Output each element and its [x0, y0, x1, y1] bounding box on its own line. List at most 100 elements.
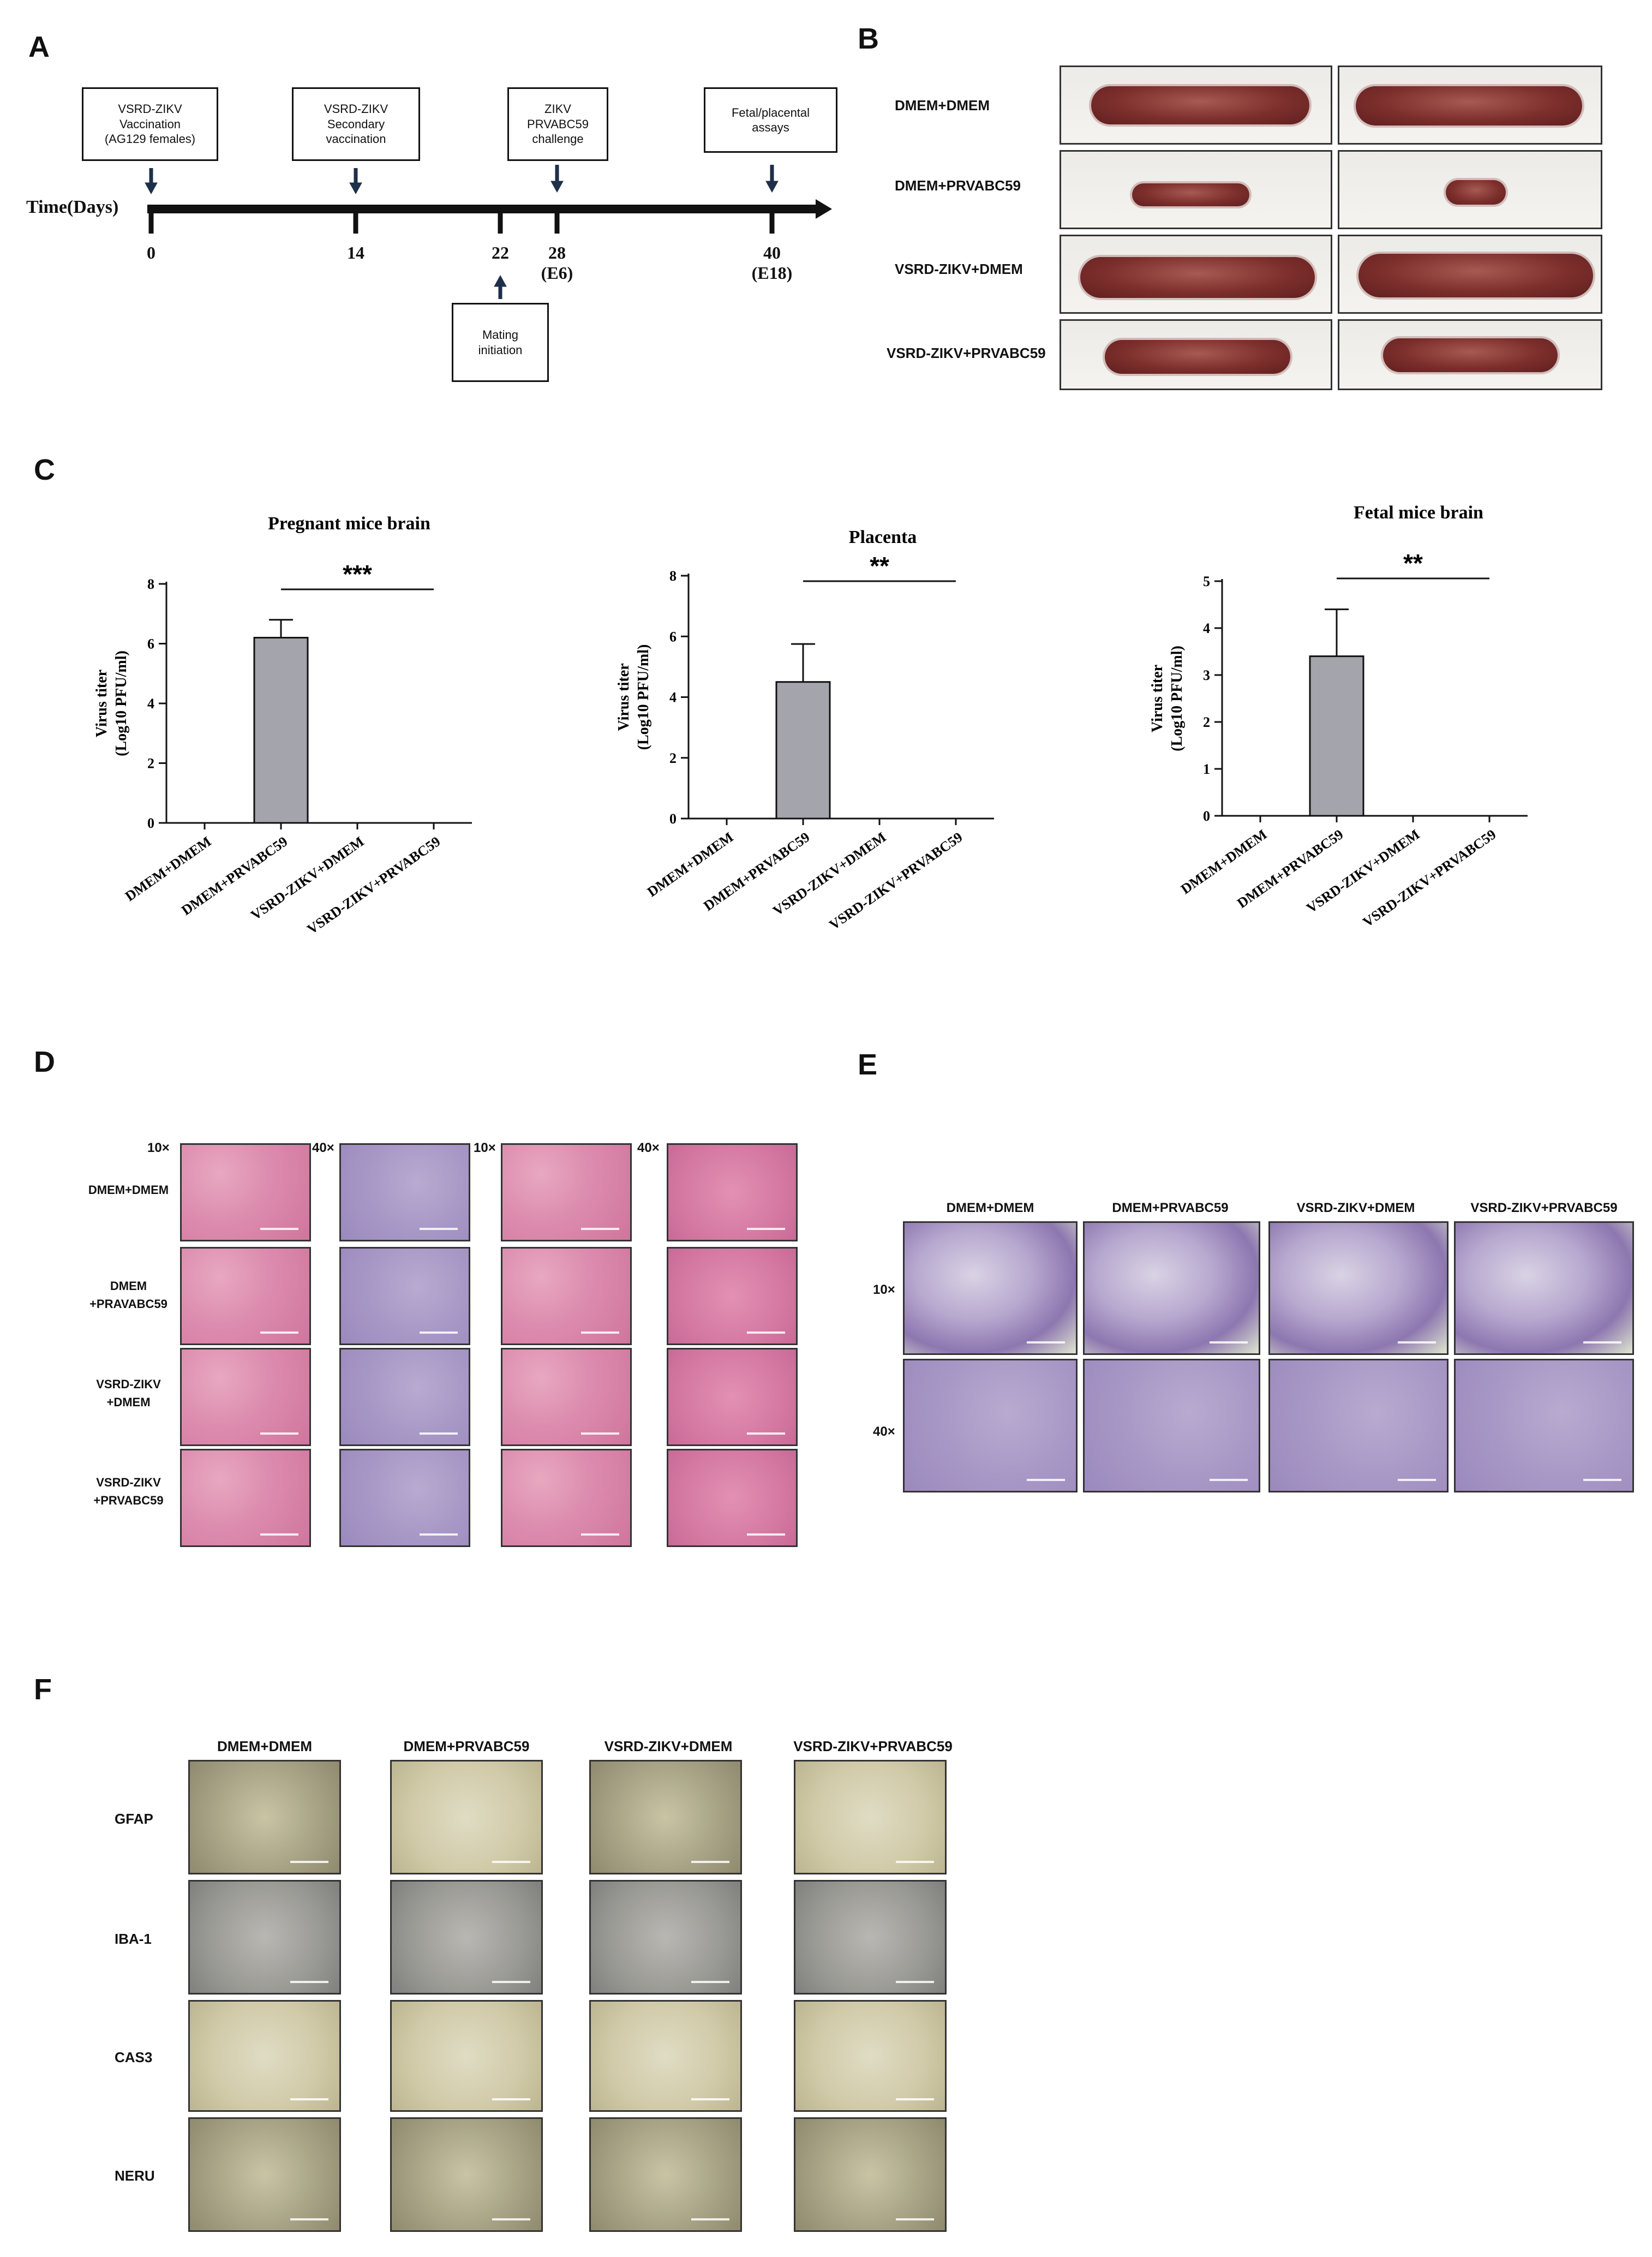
mag-label: 10× — [147, 1141, 170, 1155]
bar — [253, 637, 309, 824]
mag-label: 10× — [873, 1282, 895, 1297]
chart-title: Pregnant mice brain — [268, 514, 430, 534]
ihc-image — [390, 1880, 543, 1995]
panel-e-col-label: VSRD-ZIKV+PRVABC59 — [1470, 1201, 1618, 1215]
mag-label: 10× — [474, 1141, 496, 1155]
timeline-tick-0: 0 — [147, 243, 155, 262]
y-axis-label: (Log10 PFU/ml) — [635, 644, 652, 750]
fetal-brain-image — [903, 1359, 1078, 1492]
fetal-brain-image — [903, 1221, 1078, 1355]
y-tick-label: 2 — [669, 750, 677, 766]
y-axis-label: (Log10 PFU/ml) — [113, 650, 130, 756]
panel-e-col-label: VSRD-ZIKV+DMEM — [1296, 1201, 1415, 1215]
ihc-image — [794, 2000, 947, 2112]
uterus-image — [1338, 235, 1602, 314]
ihc-image — [390, 2000, 543, 2112]
bar — [1309, 655, 1364, 817]
panel-label-f: F — [34, 1673, 52, 1706]
fetal-brain-image — [1083, 1221, 1260, 1355]
he-image — [501, 1143, 632, 1241]
significance-label: ** — [870, 552, 889, 580]
y-tick-label: 4 — [147, 696, 154, 712]
he-image — [501, 1247, 632, 1345]
uterus-image — [1060, 319, 1332, 390]
fetal-brain-image — [1454, 1221, 1634, 1355]
panel-f-col-label: VSRD-ZIKV+DMEM — [604, 1738, 733, 1754]
fetal-brain-image — [1268, 1359, 1449, 1492]
mag-label: 40× — [637, 1141, 660, 1155]
timeline-box-secondary: VSRD-ZIKV Secondary vaccination — [292, 87, 420, 161]
fetal-brain-image — [1268, 1221, 1449, 1355]
category-label: VSRD-ZIKV+PRVABC59 — [1360, 826, 1499, 930]
he-image — [339, 1449, 470, 1547]
y-tick-label: 2 — [1203, 714, 1210, 730]
y-tick-label: 8 — [669, 568, 677, 584]
timeline-tick-28: 28 (E6) — [541, 243, 573, 283]
ihc-image — [589, 1880, 742, 1995]
bar — [775, 681, 831, 820]
uterus-image — [1338, 150, 1602, 229]
ihc-image — [589, 2117, 742, 2232]
uterus-image — [1338, 319, 1602, 390]
panel-e-col-label: DMEM+DMEM — [946, 1201, 1034, 1215]
panel-d-row-label: VSRD-ZIKV +PRVABC59 — [93, 1476, 164, 1507]
y-tick-label: 2 — [147, 756, 154, 772]
he-image — [339, 1143, 470, 1241]
he-image — [501, 1449, 632, 1547]
panel-f-row-label: GFAP — [115, 1811, 153, 1827]
y-tick-label: 5 — [1203, 574, 1210, 589]
timeline-box-challenge: ZIKV PRVABC59 challenge — [507, 87, 608, 161]
timeline-box-assays: Fetal/placental assays — [704, 87, 837, 153]
y-axis-label: (Log10 PFU/ml) — [1169, 646, 1186, 751]
y-tick-label: 8 — [147, 576, 154, 592]
panel-b-row-label: DMEM+DMEM — [895, 97, 990, 114]
panel-f-row-label: NERU — [115, 2168, 155, 2184]
he-image — [180, 1143, 311, 1241]
he-image — [501, 1348, 632, 1446]
panel-label-d: D — [34, 1046, 55, 1078]
y-axis-label: Virus titer — [615, 663, 632, 731]
timeline-box-vaccination: VSRD-ZIKV Vaccination (AG129 females) — [82, 87, 218, 161]
ihc-image — [794, 1760, 947, 1874]
ihc-image — [390, 2117, 543, 2232]
he-image — [339, 1247, 470, 1345]
panel-label-c: C — [34, 453, 55, 486]
ihc-image — [589, 2000, 742, 2112]
timeline-tick-40: 40 (E18) — [751, 243, 793, 283]
panel-d-row-label: DMEM +PRAVABC59 — [89, 1279, 167, 1311]
ihc-image — [188, 1880, 341, 1995]
timeline-tick-22: 22 — [492, 243, 509, 262]
he-image — [339, 1348, 470, 1446]
uterus-image — [1060, 150, 1332, 229]
panel-b-row-label: VSRD-ZIKV+PRVABC59 — [887, 345, 1046, 361]
he-image — [180, 1247, 311, 1345]
he-image — [667, 1143, 798, 1241]
ihc-image — [794, 1880, 947, 1995]
fetal-brain-image — [1083, 1359, 1260, 1492]
uterus-image — [1060, 235, 1332, 314]
chart-title: Placenta — [849, 527, 917, 547]
y-tick-label: 6 — [669, 629, 677, 644]
y-axis-label: Virus titer — [93, 670, 110, 737]
he-image — [667, 1247, 798, 1345]
he-image — [667, 1348, 798, 1446]
y-tick-label: 0 — [147, 815, 154, 831]
fetal-brain-image — [1454, 1359, 1634, 1492]
panel-f-col-label: VSRD-ZIKV+PRVABC59 — [793, 1738, 953, 1754]
ihc-image — [589, 1760, 742, 1874]
he-image — [180, 1449, 311, 1547]
panel-label-a: A — [28, 31, 50, 63]
timeline-box-mating: Mating initiation — [452, 303, 549, 382]
panel-d-row-label: DMEM+DMEM — [88, 1183, 169, 1197]
y-tick-label: 4 — [1203, 620, 1210, 636]
ihc-image — [794, 2117, 947, 2232]
panel-e-col-label: DMEM+PRVABC59 — [1112, 1201, 1229, 1215]
category-label: VSRD-ZIKV+PRVABC59 — [827, 829, 966, 933]
y-tick-label: 6 — [147, 636, 154, 652]
panel-label-e: E — [858, 1048, 878, 1081]
y-tick-label: 0 — [1203, 808, 1210, 824]
significance-label: ** — [1403, 549, 1423, 577]
panel-f-row-label: IBA-1 — [115, 1931, 152, 1947]
